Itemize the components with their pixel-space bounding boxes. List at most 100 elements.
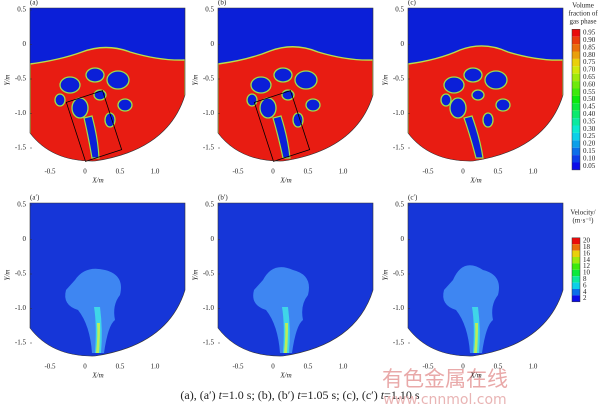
panel: (a) 0.5 0 -0.5 -1.0 -1.5 -0.5 0 0.5 1.0 X/m Y/m <box>4 0 186 185</box>
contour-field <box>408 203 563 357</box>
colorbar-label: 18 <box>583 243 591 251</box>
colorbar-label: 20 <box>583 237 591 245</box>
velocity-plume <box>443 265 499 353</box>
y-tick-label: -1.5 <box>15 339 27 347</box>
colorbar-cell <box>572 257 580 264</box>
colorbar-label: 4 <box>583 288 587 296</box>
y-axis-label: Y/m <box>4 270 12 281</box>
panel: (c′) 0.5 0 -0.5 -1.0 -1.5 -0.5 0 0.5 1.0 X/m Y/m <box>382 194 564 380</box>
y-tick-label: 0.5 <box>395 201 404 209</box>
caption-part: =1.05 s; (c), (c′) <box>301 388 381 402</box>
watermark-url: www.cnnmol.com <box>383 392 506 408</box>
colorbar-cell <box>572 66 580 74</box>
colorbar-title: Volume <box>572 2 594 10</box>
zoom-box <box>65 90 123 162</box>
velocity-jet <box>284 323 288 353</box>
colorbar-label: 0.35 <box>583 117 596 125</box>
x-tick-label: 1.0 <box>151 168 160 176</box>
y-tick-label: 0.5 <box>395 6 404 14</box>
x-tick-label: -0.5 <box>422 363 434 371</box>
colorbar-cell <box>572 155 580 163</box>
y-tick-label: 0 <box>401 235 405 243</box>
y-tick-label: 0 <box>401 40 405 48</box>
y-tick-label: -1.0 <box>15 109 27 117</box>
y-tick-label: -1.0 <box>203 304 215 312</box>
colorbar-title: fraction of <box>568 10 598 18</box>
x-tick-label: 1.0 <box>151 363 160 371</box>
gas-plume <box>463 115 484 159</box>
colorbar-label: 6 <box>583 281 587 289</box>
y-tick-label: 0 <box>23 40 27 48</box>
colorbar-label: 16 <box>583 249 591 257</box>
x-tick-label: 0.5 <box>494 168 503 176</box>
y-tick-label: -1.5 <box>203 144 215 152</box>
caption-part: =1.0 s; (b), (b′) <box>222 388 297 402</box>
y-tick-label: -1.5 <box>393 144 405 152</box>
panel-label: (a′) <box>30 194 40 202</box>
colorbar-label: 0.85 <box>583 43 596 51</box>
x-tick-label: 1.0 <box>529 168 538 176</box>
plot-frame <box>217 202 374 357</box>
colorbar-cell <box>572 58 580 67</box>
y-tick-label: -0.5 <box>203 270 215 278</box>
colorbar-cell <box>572 276 580 283</box>
colorbar-cell <box>572 110 580 119</box>
y-tick-label: -0.5 <box>203 75 215 83</box>
colorbar-frame <box>571 237 581 303</box>
y-tick-label: 0 <box>211 40 215 48</box>
colorbar-label: 0.95 <box>583 29 596 37</box>
bubble <box>59 76 81 94</box>
velocity-jet <box>96 323 100 353</box>
gas-plume <box>83 115 100 159</box>
x-tick-label: 0 <box>83 363 87 371</box>
colorbar-label: 0.80 <box>583 51 596 59</box>
liquid-region <box>30 46 185 162</box>
x-tick-label: 0.5 <box>494 363 503 371</box>
y-tick-label: -0.5 <box>15 75 27 83</box>
y-tick-label: -0.5 <box>15 270 27 278</box>
bubble <box>440 93 452 107</box>
panel-label: (b′) <box>218 194 228 202</box>
colorbar-label: 0.05 <box>583 162 596 170</box>
x-axis-label: X/m <box>91 372 103 380</box>
colorbar-label: 0.90 <box>583 36 596 44</box>
colorbar-cell <box>572 295 580 302</box>
colorbar-cell <box>572 289 580 296</box>
colorbar-label: 0.65 <box>583 73 596 81</box>
y-tick-label: -0.5 <box>393 75 405 83</box>
colorbar-cell <box>572 29 580 37</box>
bubble <box>250 76 272 94</box>
colorbar-label: 0.30 <box>583 125 596 133</box>
x-tick-label: 1.0 <box>529 363 538 371</box>
plot-frame <box>29 7 186 162</box>
colorbar-cell <box>572 263 580 270</box>
x-tick-label: -0.5 <box>44 363 56 371</box>
bubble <box>443 76 465 94</box>
velocity-plume <box>65 268 121 353</box>
colorbar-cell <box>572 95 580 104</box>
x-tick-label: 0 <box>83 168 87 176</box>
x-axis-label: X/m <box>469 177 481 185</box>
colorbar-cell <box>572 73 580 82</box>
plot-frame <box>407 202 564 357</box>
y-tick-label: -1.0 <box>15 304 27 312</box>
colorbar-cell <box>572 244 580 251</box>
y-tick-label: -0.5 <box>393 270 405 278</box>
x-tick-label: 0 <box>271 168 275 176</box>
bubble <box>449 97 467 119</box>
x-tick-label: 1.0 <box>339 168 348 176</box>
y-tick-label: 0 <box>211 235 215 243</box>
colorbar-cell <box>572 118 580 126</box>
x-axis-label: X/m <box>279 177 291 185</box>
colorbar-label: 0.60 <box>583 80 596 88</box>
contour-field <box>408 8 563 162</box>
panel: (c) 0.5 0 -0.5 -1.0 -1.5 -0.5 0 0.5 1.0 X/m Y/m <box>382 0 564 185</box>
caption-part: (a), (a′) <box>180 388 218 402</box>
colorbar-cell <box>572 140 580 148</box>
bubble <box>495 98 511 112</box>
colorbar-label: 0.55 <box>583 88 596 96</box>
colorbar-label: 0.10 <box>583 154 596 162</box>
y-tick-label: 0 <box>23 235 27 243</box>
y-tick-label: 0.5 <box>205 201 214 209</box>
colorbar-label: 0.40 <box>583 110 596 118</box>
